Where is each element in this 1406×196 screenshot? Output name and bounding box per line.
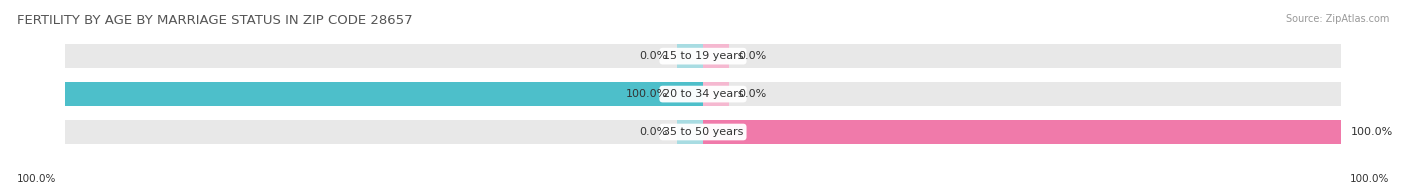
Text: 20 to 34 years: 20 to 34 years bbox=[662, 89, 744, 99]
Text: 100.0%: 100.0% bbox=[17, 174, 56, 184]
Bar bbox=[703, 44, 728, 68]
Text: 0.0%: 0.0% bbox=[640, 51, 668, 61]
Text: Source: ZipAtlas.com: Source: ZipAtlas.com bbox=[1285, 14, 1389, 24]
Text: 100.0%: 100.0% bbox=[1350, 174, 1389, 184]
Text: 100.0%: 100.0% bbox=[1351, 127, 1393, 137]
Text: 100.0%: 100.0% bbox=[626, 89, 668, 99]
Bar bbox=[65, 120, 1341, 144]
Bar bbox=[65, 44, 1341, 68]
Text: FERTILITY BY AGE BY MARRIAGE STATUS IN ZIP CODE 28657: FERTILITY BY AGE BY MARRIAGE STATUS IN Z… bbox=[17, 14, 412, 27]
Text: 15 to 19 years: 15 to 19 years bbox=[662, 51, 744, 61]
Bar bbox=[65, 82, 703, 106]
Text: 35 to 50 years: 35 to 50 years bbox=[662, 127, 744, 137]
Text: 0.0%: 0.0% bbox=[738, 51, 766, 61]
Bar bbox=[678, 44, 703, 68]
Bar bbox=[678, 120, 703, 144]
Bar bbox=[65, 82, 1341, 106]
Text: 0.0%: 0.0% bbox=[738, 89, 766, 99]
Bar bbox=[703, 120, 1341, 144]
Bar bbox=[703, 82, 728, 106]
Text: 0.0%: 0.0% bbox=[640, 127, 668, 137]
